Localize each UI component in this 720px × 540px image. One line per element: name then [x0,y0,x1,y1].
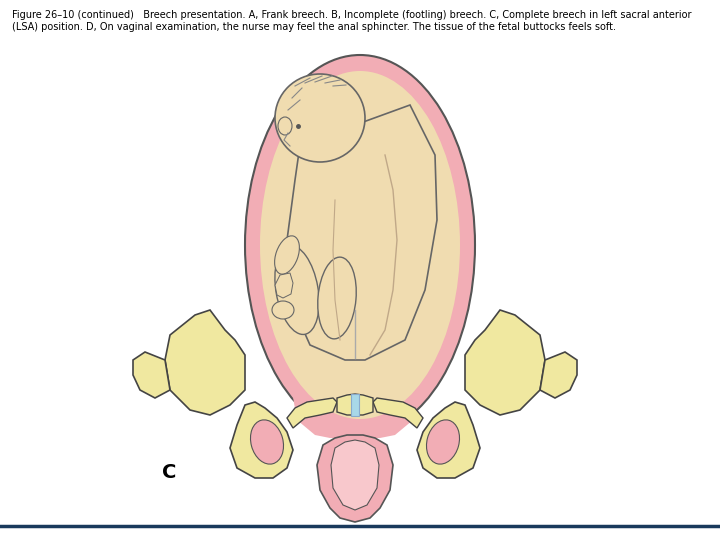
Polygon shape [133,352,170,398]
Polygon shape [230,402,293,478]
Polygon shape [287,105,437,360]
Polygon shape [287,398,337,428]
Polygon shape [465,310,545,415]
Polygon shape [310,138,345,160]
Polygon shape [373,398,423,428]
Ellipse shape [272,301,294,319]
Text: (LSA) position. D, On vaginal examination, the nurse may feel the anal sphincter: (LSA) position. D, On vaginal examinatio… [12,22,616,32]
Ellipse shape [278,117,292,135]
Polygon shape [275,273,293,298]
Polygon shape [317,435,393,522]
Polygon shape [331,440,379,510]
Ellipse shape [275,246,319,334]
Ellipse shape [260,71,460,419]
Text: Figure 26–10 (continued)   Breech presentation. A, Frank breech. B, Incomplete (: Figure 26–10 (continued) Breech presenta… [12,10,691,20]
Ellipse shape [251,420,284,464]
Polygon shape [417,402,480,478]
Ellipse shape [275,74,365,162]
Polygon shape [337,394,373,415]
Polygon shape [540,352,577,398]
Text: C: C [162,463,176,482]
Ellipse shape [426,420,459,464]
Ellipse shape [318,257,356,339]
Ellipse shape [274,236,300,274]
Bar [351,394,359,416]
Ellipse shape [245,55,475,435]
Polygon shape [290,360,420,438]
Polygon shape [165,310,245,415]
